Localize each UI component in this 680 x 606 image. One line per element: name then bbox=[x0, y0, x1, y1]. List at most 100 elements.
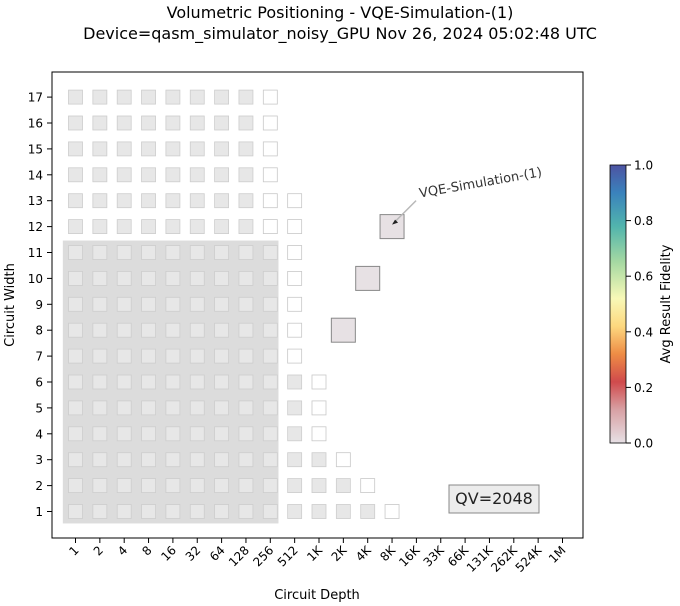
volumetric-cell bbox=[189, 504, 205, 519]
volumetric-cell bbox=[68, 167, 83, 183]
volumetric-cell bbox=[238, 245, 254, 260]
y-axis-label: Circuit Width bbox=[3, 263, 18, 347]
volumetric-cell bbox=[238, 478, 254, 494]
volumetric-cell bbox=[116, 296, 132, 312]
volumetric-cell bbox=[141, 270, 156, 286]
volumetric-cell bbox=[262, 322, 278, 338]
volumetric-cell bbox=[238, 452, 254, 468]
volumetric-cell bbox=[92, 504, 108, 519]
volumetric-cell bbox=[214, 219, 230, 235]
y-tick-label: 12 bbox=[28, 220, 43, 234]
volumetric-cell bbox=[116, 270, 132, 286]
x-tick-label: 16K bbox=[396, 542, 423, 569]
colorbar-ticks: 0.0 0.2 0.4 0.6 0.8 1.0 bbox=[626, 159, 653, 451]
volumetric-cell bbox=[165, 452, 181, 468]
y-tick-label: 2 bbox=[35, 479, 43, 493]
colorbar-tick-label: 0.2 bbox=[634, 381, 653, 395]
volumetric-cell bbox=[189, 478, 205, 494]
volumetric-cell bbox=[262, 348, 278, 364]
volumetric-cell bbox=[68, 193, 83, 209]
y-tick-label: 5 bbox=[35, 401, 43, 415]
qv-badge: QV=2048 bbox=[448, 484, 540, 514]
colorbar-gradient bbox=[609, 164, 627, 444]
volumetric-cell bbox=[68, 270, 83, 286]
volumetric-cell bbox=[238, 374, 254, 390]
volumetric-cell bbox=[238, 400, 254, 416]
y-tick-label: 14 bbox=[28, 168, 43, 182]
x-tick-label: 1 bbox=[66, 543, 81, 558]
volumetric-cell bbox=[360, 478, 376, 494]
volumetric-cell bbox=[214, 245, 230, 260]
volumetric-cell bbox=[335, 478, 351, 494]
volumetric-cell bbox=[311, 400, 327, 416]
x-tick-label: 4K bbox=[353, 542, 375, 564]
volumetric-cell bbox=[92, 245, 108, 260]
volumetric-cell bbox=[189, 193, 205, 209]
colorbar-tick-label: 0.8 bbox=[634, 214, 653, 228]
x-tick-label: 2K bbox=[329, 542, 351, 564]
y-tick-label: 8 bbox=[35, 324, 43, 338]
x-tick-label: 16 bbox=[158, 543, 179, 564]
volumetric-cell bbox=[141, 167, 156, 183]
volumetric-cell bbox=[141, 115, 156, 131]
colorbar-tick-label: 1.0 bbox=[634, 159, 653, 173]
volumetric-cell bbox=[165, 426, 181, 442]
volumetric-cell bbox=[238, 348, 254, 364]
volumetric-cell bbox=[287, 374, 303, 390]
volumetric-cell bbox=[262, 296, 278, 312]
x-tick-label: 8K bbox=[377, 542, 399, 564]
x-tick-label: 128 bbox=[226, 543, 252, 569]
volumetric-cell bbox=[262, 270, 278, 286]
volumetric-cell bbox=[262, 426, 278, 442]
volumetric-cell bbox=[238, 322, 254, 338]
x-tick-label: 262K bbox=[488, 542, 520, 574]
y-tick-label: 13 bbox=[28, 194, 43, 208]
x-tick-label: 64 bbox=[207, 543, 228, 564]
x-tick-label: 33K bbox=[421, 542, 448, 569]
volumetric-cell bbox=[92, 296, 108, 312]
volumetric-cell bbox=[116, 89, 132, 105]
volumetric-cell bbox=[68, 141, 83, 157]
volumetric-cell bbox=[238, 89, 254, 105]
volumetric-cell bbox=[189, 374, 205, 390]
y-tick-label: 1 bbox=[35, 505, 43, 519]
colorbar: 0.0 0.2 0.4 0.6 0.8 1.0 Avg Result Fidelity bbox=[609, 159, 674, 451]
volumetric-cell bbox=[92, 452, 108, 468]
volumetric-cell bbox=[311, 452, 327, 468]
volumetric-cell bbox=[189, 426, 205, 442]
volumetric-cell bbox=[92, 478, 108, 494]
volumetric-cell bbox=[262, 89, 278, 105]
volumetric-cell bbox=[311, 374, 327, 390]
volumetric-cell bbox=[141, 245, 156, 260]
volumetric-cell bbox=[189, 89, 205, 105]
volumetric-cell bbox=[165, 245, 181, 260]
volumetric-cell bbox=[287, 452, 303, 468]
volumetric-cell bbox=[141, 141, 156, 157]
volumetric-cell bbox=[165, 270, 181, 286]
volumetric-cell bbox=[68, 245, 83, 260]
volumetric-cell bbox=[165, 89, 181, 105]
volumetric-cell bbox=[92, 270, 108, 286]
volumetric-cell bbox=[238, 115, 254, 131]
volumetric-cell bbox=[92, 374, 108, 390]
y-tick-label: 4 bbox=[35, 427, 43, 441]
volumetric-cell bbox=[287, 322, 303, 338]
volumetric-cell bbox=[165, 348, 181, 364]
volumetric-cell bbox=[238, 296, 254, 312]
volumetric-cell bbox=[165, 141, 181, 157]
y-tick-label: 7 bbox=[35, 350, 43, 364]
volumetric-cell bbox=[262, 245, 278, 260]
x-tick-label: 8 bbox=[139, 543, 154, 558]
volumetric-cell bbox=[116, 141, 132, 157]
volumetric-cell bbox=[384, 504, 400, 519]
volumetric-cell bbox=[92, 322, 108, 338]
colorbar-tick-label: 0.0 bbox=[634, 437, 653, 451]
volumetric-cell bbox=[116, 348, 132, 364]
volumetric-cell bbox=[238, 167, 254, 183]
x-tick-label: 32 bbox=[183, 543, 204, 564]
volumetric-cell bbox=[165, 167, 181, 183]
x-tick-label: 1K bbox=[304, 542, 326, 564]
volumetric-cell bbox=[214, 270, 230, 286]
volumetric-cell bbox=[141, 426, 156, 442]
